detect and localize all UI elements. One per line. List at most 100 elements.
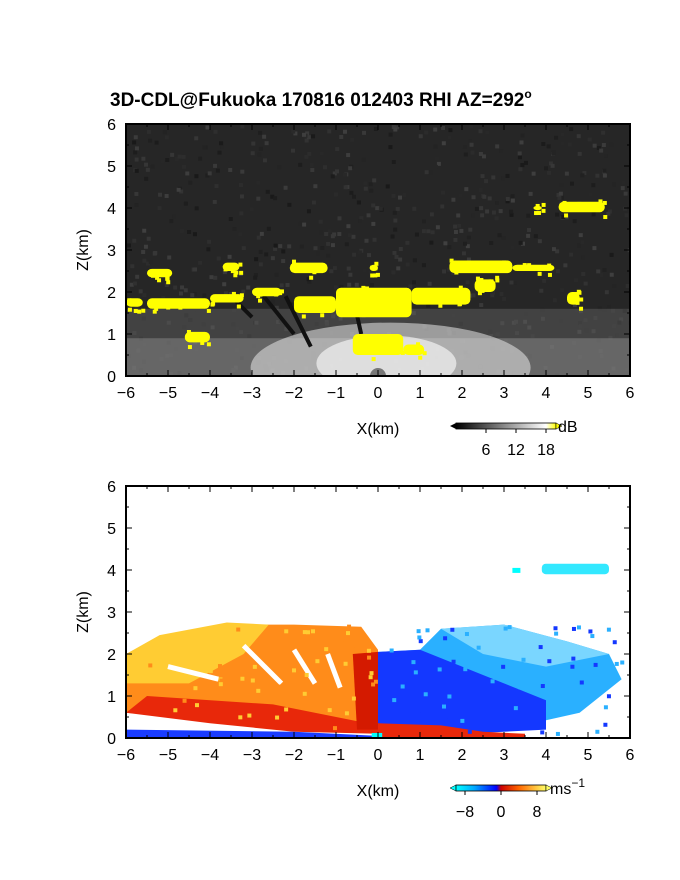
- x-tick-label: −2: [285, 385, 303, 402]
- noise-cell: [440, 204, 445, 209]
- echo-speckle: [210, 302, 215, 307]
- colorbar-tick-label: 12: [507, 442, 525, 459]
- noise-cell: [324, 231, 329, 236]
- noise-cell: [133, 135, 138, 140]
- noise-cell: [427, 281, 432, 286]
- echo-speckle: [375, 272, 380, 277]
- noise-cell: [567, 142, 572, 147]
- velocity-speckle: [603, 705, 608, 710]
- noise-cell: [560, 141, 565, 146]
- noise-cell: [569, 252, 574, 257]
- noise-cell: [180, 124, 185, 129]
- echo-speckle: [484, 261, 489, 266]
- velocity-speckle: [354, 643, 359, 648]
- velocity-speckle: [440, 717, 445, 722]
- noise-cell: [326, 253, 331, 258]
- strong-echo: [449, 260, 513, 274]
- noise-cell: [371, 203, 376, 208]
- noise-cell: [478, 151, 483, 156]
- echo-speckle: [404, 296, 409, 301]
- velocity-speckle: [346, 631, 351, 636]
- noise-cell: [451, 197, 456, 202]
- noise-cell: [405, 262, 410, 267]
- echo-speckle: [370, 273, 375, 278]
- noise-cell: [259, 231, 264, 236]
- noise-cell: [179, 228, 184, 233]
- noise-cell: [398, 246, 403, 251]
- noise-cell: [520, 133, 525, 138]
- noise-cell: [337, 216, 342, 221]
- noise-cell: [424, 130, 429, 135]
- noise-cell: [491, 210, 496, 215]
- noise-cell: [591, 212, 596, 217]
- noise-cell: [232, 227, 237, 232]
- velocity-speckle: [501, 664, 506, 669]
- echo-speckle: [370, 265, 375, 270]
- echo-speckle: [387, 347, 392, 352]
- noise-cell: [241, 289, 246, 294]
- velocity-speckle: [540, 730, 545, 735]
- velocity-speckle: [324, 647, 329, 652]
- x-tick-label: −6: [117, 385, 135, 402]
- velocity-speckle: [240, 676, 245, 681]
- noise-cell: [447, 135, 452, 140]
- velocity-speckle: [217, 664, 222, 669]
- noise-cell: [471, 195, 476, 200]
- velocity-speckle: [238, 715, 243, 720]
- velocity-speckle: [173, 708, 178, 713]
- noise-cell: [169, 219, 174, 224]
- y-tick-label: 4: [107, 563, 116, 580]
- noise-cell: [463, 241, 468, 246]
- noise-cell: [550, 163, 555, 168]
- noise-cell: [250, 151, 255, 156]
- y-tick-label: 6: [107, 117, 116, 134]
- noise-cell: [299, 244, 304, 249]
- echo-speckle: [297, 264, 302, 269]
- velocity-speckle: [312, 650, 317, 655]
- noise-cell: [621, 180, 626, 185]
- noise-cell: [305, 131, 310, 136]
- velocity-speckle: [347, 624, 352, 629]
- noise-cell: [531, 171, 536, 176]
- noise-cell: [217, 150, 222, 155]
- noise-cell: [468, 227, 473, 232]
- velocity-speckle: [194, 703, 199, 708]
- velocity-speckle: [208, 669, 213, 674]
- noise-cell: [274, 305, 279, 310]
- noise-cell: [564, 171, 569, 176]
- noise-cell: [339, 135, 344, 140]
- noise-cell: [132, 238, 137, 243]
- velocity-speckle: [447, 718, 452, 723]
- noise-cell: [344, 233, 349, 238]
- noise-cell: [351, 234, 356, 239]
- noise-cell: [307, 279, 312, 284]
- site-cyan: [371, 732, 383, 738]
- velocity-speckle: [284, 629, 289, 634]
- noise-cell: [257, 152, 262, 157]
- echo-speckle: [403, 288, 408, 293]
- noise-cell: [227, 254, 232, 259]
- noise-cell: [518, 240, 523, 245]
- y-tick-label: 5: [107, 521, 116, 538]
- echo-speckle: [178, 305, 183, 310]
- shadow-streak: [258, 290, 296, 336]
- noise-cell: [348, 166, 353, 171]
- noise-cell: [552, 298, 557, 303]
- velocity-speckle: [554, 631, 559, 636]
- noise-cell: [222, 282, 227, 287]
- noise-cell: [313, 246, 318, 251]
- echo-speckle: [397, 349, 402, 354]
- noise-cell: [440, 190, 445, 195]
- noise-cell: [393, 127, 398, 132]
- noise-cell: [277, 147, 282, 152]
- velocity-speckle: [302, 630, 307, 635]
- noise-cell: [213, 275, 218, 280]
- noise-cell: [240, 169, 245, 174]
- noise-cell: [173, 285, 178, 290]
- colorbar-high-arrow: [555, 422, 563, 430]
- noise-cell: [465, 244, 470, 249]
- noise-cell: [249, 207, 254, 212]
- noise-cell: [212, 199, 217, 204]
- noise-cell: [462, 144, 467, 149]
- shadow-streak: [283, 295, 313, 348]
